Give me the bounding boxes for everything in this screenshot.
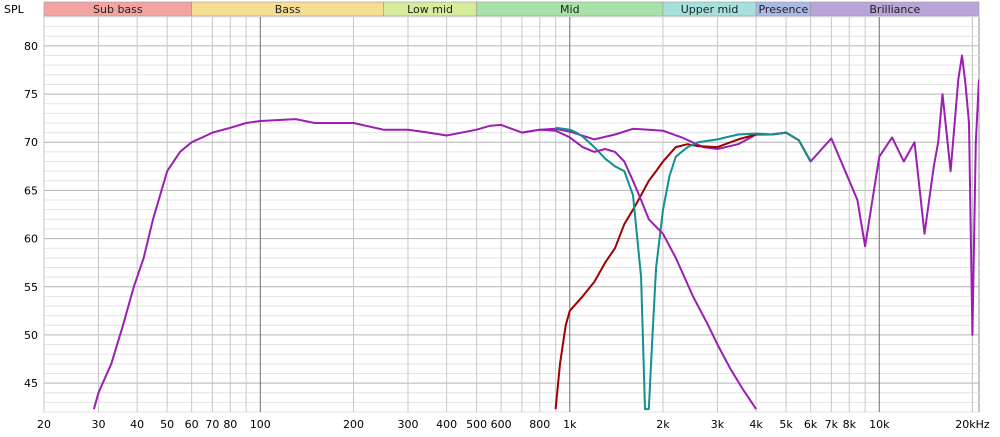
y-tick-label-80: 80 [24,40,38,53]
frequency-bands: Sub bass Bass Low mid Mid Upper mid Presence B… [43,1,980,17]
x-tick-label-20: 20 [37,418,51,431]
y-tick-label-50: 50 [24,329,38,342]
band-label-6: Brilliance [869,3,920,16]
band-label-3: Mid [560,3,580,16]
series-line-0 [92,54,979,410]
x-tick-label-40: 40 [130,418,144,431]
x-axis-ticks: 20 30 40 50 60 70 80 100 200 300 400 500 600 800 1k 2k 3… [37,418,990,431]
x-tick-label-6000: 6k [804,418,818,431]
band-6 [810,1,980,17]
plot-area [43,16,980,413]
series-group [92,54,979,411]
x-tick-label-50: 50 [160,418,174,431]
y-tick-label-75: 75 [24,88,38,101]
x-tick-label-800: 800 [529,418,550,431]
x-tick-label-200: 200 [343,418,364,431]
x-tick-label-1000: 1k [563,418,577,431]
series-line-3 [521,128,757,410]
x-tick-label-100: 100 [250,418,271,431]
x-tick-label-30: 30 [91,418,105,431]
x-tick-label-80: 80 [223,418,237,431]
y-tick-label-65: 65 [24,184,38,197]
x-tick-label-300: 300 [397,418,418,431]
band-label-1: Bass [275,3,301,16]
series-line-2 [555,126,812,411]
grid-lines [43,16,979,413]
band-label-0: Sub bass [93,3,143,16]
x-tick-label-600: 600 [491,418,512,431]
y-axis-ticks: 45 50 55 60 65 70 75 80 [24,40,38,390]
y-tick-label-70: 70 [24,136,38,149]
x-tick-label-400: 400 [436,418,457,431]
x-tick-label-20000: 20kHz [955,418,990,431]
x-tick-label-5000: 5k [779,418,793,431]
x-tick-label-60: 60 [185,418,199,431]
y-axis-label: SPL [4,3,25,16]
band-label-2: Low mid [407,3,453,16]
x-tick-label-10000: 10k [869,418,890,431]
y-tick-label-60: 60 [24,233,38,246]
band-label-4: Upper mid [681,3,739,16]
x-tick-label-2000: 2k [656,418,670,431]
x-tick-label-8000: 8k [843,418,857,431]
x-tick-label-70: 70 [205,418,219,431]
x-tick-label-7000: 7k [825,418,839,431]
y-tick-label-55: 55 [24,281,38,294]
band-label-5: Presence [758,3,808,16]
x-tick-label-500: 500 [466,418,487,431]
x-tick-label-4000: 4k [749,418,763,431]
y-tick-label-45: 45 [24,377,38,390]
x-tick-label-3000: 3k [711,418,725,431]
